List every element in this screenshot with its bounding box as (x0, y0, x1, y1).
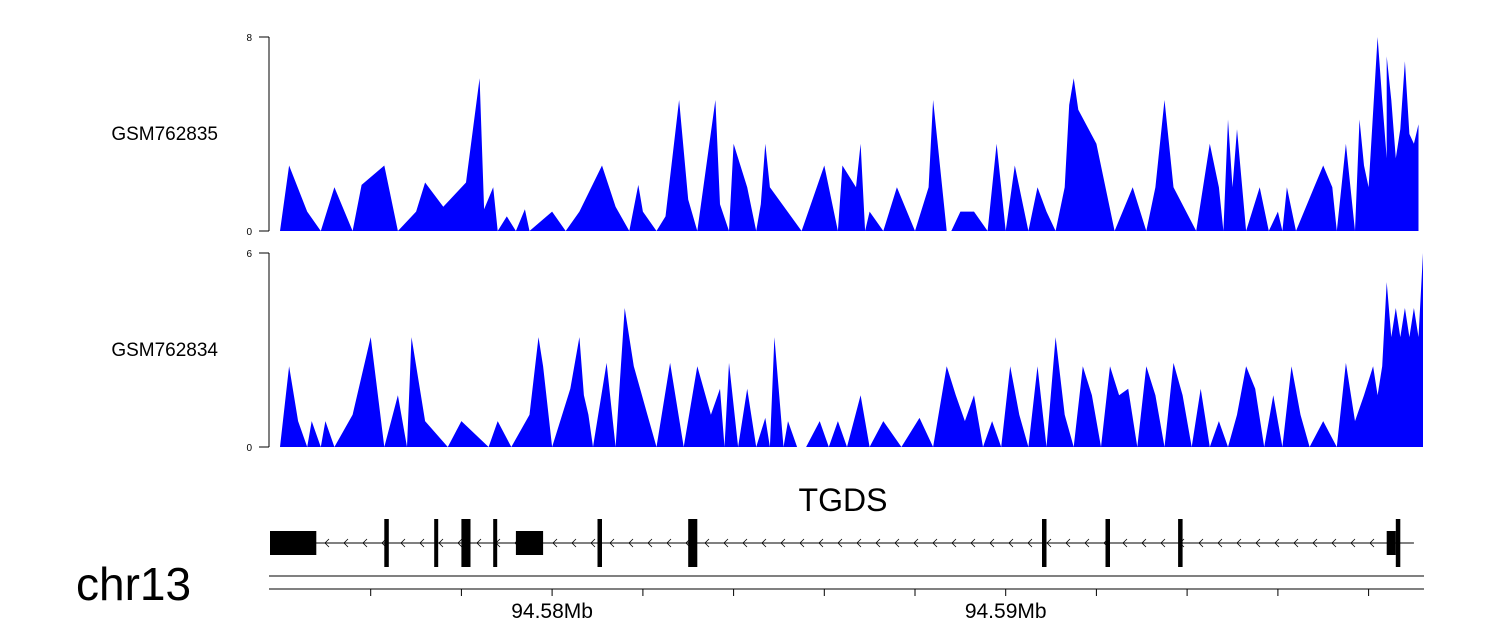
strand-arrow (647, 538, 653, 548)
y-tick-label-min-track-2: 0 (246, 443, 252, 454)
exon-2 (384, 519, 389, 567)
strand-arrow (989, 538, 995, 548)
track-label-gsm762835: GSM762835 (111, 124, 218, 145)
strand-arrow (1369, 538, 1375, 548)
strand-arrow (913, 538, 919, 548)
strand-arrow (932, 538, 938, 548)
strand-arrow (780, 538, 786, 548)
strand-arrow (1255, 538, 1261, 548)
axis-tick-label: 94.59Mb (965, 600, 1047, 623)
strand-arrow (818, 538, 824, 548)
strand-arrow (438, 538, 444, 548)
strand-arrow (419, 538, 425, 548)
chromosome-label: chr13 (76, 558, 191, 610)
gene-name-label: TGDS (799, 482, 888, 518)
strand-arrow (1331, 538, 1337, 548)
strand-arrows (324, 538, 1394, 548)
strand-arrow (1065, 538, 1071, 548)
exon-13 (1395, 519, 1401, 567)
strand-arrow (1217, 538, 1223, 548)
exon-10 (1105, 519, 1110, 567)
strand-arrow (1198, 538, 1204, 548)
exon-3 (434, 519, 439, 567)
axis-tick-label: 94.58Mb (511, 600, 593, 623)
strand-arrow (1293, 538, 1299, 548)
exon-12 (1386, 531, 1396, 555)
strand-arrow (400, 538, 406, 548)
y-tick-label-max-track-1: 8 (246, 33, 252, 44)
exon-7 (597, 519, 602, 567)
strand-arrow (742, 538, 748, 548)
strand-arrow (343, 538, 349, 548)
strand-arrow (1046, 538, 1052, 548)
axis-minor-ticks (370, 589, 1370, 596)
exon-4 (461, 519, 471, 567)
strand-arrow (1141, 538, 1147, 548)
axis-tick-labels: 94.58Mb 94.59Mb (511, 600, 1046, 623)
gene-track: TGDS (270, 482, 1414, 567)
strand-arrow (457, 538, 463, 548)
strand-arrow (970, 538, 976, 548)
exon-8 (688, 519, 698, 567)
gene-exons (270, 519, 1401, 567)
strand-arrow (1312, 538, 1318, 548)
exon-11 (1178, 519, 1183, 567)
track-gsm762834: GSM762834 6 0 (111, 249, 1423, 454)
strand-arrow (894, 538, 900, 548)
strand-arrow (1274, 538, 1280, 548)
exon-9 (1042, 519, 1047, 567)
genome-axis: chr13 94.58Mb 94.59Mb (76, 558, 1424, 623)
strand-arrow (571, 538, 577, 548)
strand-arrow (552, 538, 558, 548)
strand-arrow (609, 538, 615, 548)
strand-arrow (723, 538, 729, 548)
strand-arrow (1122, 538, 1128, 548)
strand-arrow (799, 538, 805, 548)
strand-arrow (1084, 538, 1090, 548)
strand-arrow (951, 538, 957, 548)
exon-1 (270, 531, 317, 555)
strand-arrow (1236, 538, 1242, 548)
strand-arrow (1008, 538, 1014, 548)
strand-arrow (628, 538, 634, 548)
strand-arrow (1350, 538, 1356, 548)
y-tick-label-min-track-1: 0 (246, 227, 252, 238)
strand-arrow (324, 538, 330, 548)
signal-area-gsm762834 (280, 253, 1423, 447)
strand-arrow (476, 538, 482, 548)
strand-arrow (837, 538, 843, 548)
strand-arrow (1027, 538, 1033, 548)
strand-arrow (704, 538, 710, 548)
strand-arrow (362, 538, 368, 548)
signal-area-gsm762835 (280, 37, 1419, 231)
strand-arrow (875, 538, 881, 548)
exon-5 (493, 519, 498, 567)
strand-arrow (1160, 538, 1166, 548)
y-tick-label-max-track-2: 6 (246, 249, 252, 260)
strand-arrow (666, 538, 672, 548)
exon-6 (515, 531, 544, 555)
strand-arrow (590, 538, 596, 548)
track-gsm762835: GSM762835 8 0 (111, 33, 1419, 238)
strand-arrow (761, 538, 767, 548)
track-label-gsm762834: GSM762834 (111, 340, 218, 361)
strand-arrow (856, 538, 862, 548)
